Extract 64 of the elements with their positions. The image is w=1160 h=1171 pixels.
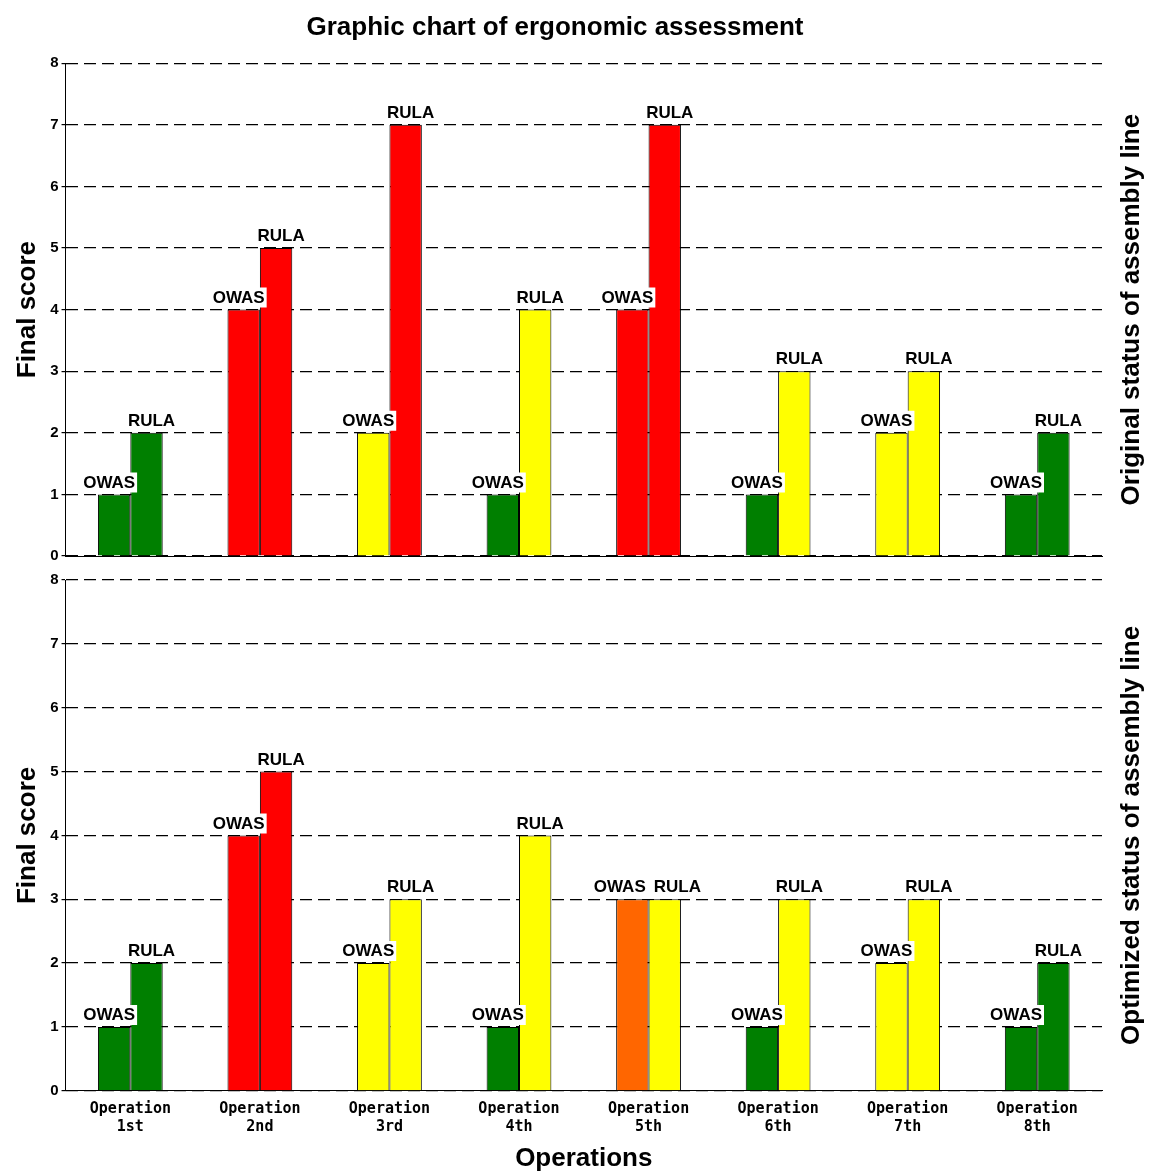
text: OWAS — [212, 813, 265, 833]
text: RULA — [516, 813, 564, 833]
text: OWAS — [730, 1005, 783, 1025]
text: RULA — [905, 877, 953, 897]
text: OWAS — [990, 472, 1042, 492]
text: RULA — [127, 410, 176, 430]
chart-title: Graphic chart of ergonomic assessment — [306, 10, 804, 41]
y-tick-label: 3 — [50, 361, 59, 379]
y-axis-title: Final score — [10, 240, 41, 379]
text: RULA — [1034, 941, 1083, 961]
y-tick-label: 1 — [50, 484, 59, 502]
x-tick-label: Operation 3rd — [348, 1098, 431, 1135]
text: RULA — [905, 349, 953, 369]
text: RULA — [387, 102, 435, 122]
text: OWAS — [860, 410, 913, 430]
text: OWAS — [860, 941, 913, 961]
text: RULA — [775, 877, 823, 897]
y-tick-label: 5 — [50, 238, 59, 256]
text: RULA — [127, 941, 176, 961]
series-label: OWAS — [593, 877, 646, 897]
y-tick-label: 8 — [50, 53, 59, 71]
text: OWAS — [990, 1005, 1042, 1025]
text: OWAS — [83, 472, 136, 492]
series-label: RULA — [516, 287, 564, 307]
y-tick-label: 8 — [50, 570, 59, 588]
x-tick-label: Operation 4th — [478, 1098, 560, 1135]
series-label: RULA — [653, 877, 701, 897]
text: RULA — [1034, 410, 1083, 430]
x-tick-label: Operation 5th — [607, 1098, 690, 1135]
y-tick-label: 6 — [50, 176, 59, 194]
text: RULA — [775, 349, 823, 369]
text: OWAS — [601, 287, 654, 307]
text: RULA — [257, 226, 305, 246]
y-tick-label: 5 — [50, 761, 59, 779]
y2-axis-title: Original status of assembly line — [1115, 113, 1146, 506]
text: OWAS — [342, 941, 395, 961]
text: OWAS — [83, 1005, 136, 1025]
y2-axis-title: Optimized status of assembly line — [1115, 625, 1146, 1045]
x-tick-label: Operation 2nd — [219, 1098, 301, 1135]
y-tick-label: 6 — [50, 697, 59, 715]
y-tick-label: 3 — [50, 889, 59, 907]
y-tick-label: 4 — [50, 825, 60, 843]
y-tick-label: 7 — [50, 114, 59, 132]
x-tick-label: Operation 7th — [867, 1098, 949, 1135]
y-tick-label: 2 — [50, 422, 59, 440]
text: OWAS — [342, 410, 395, 430]
y-tick-label: 0 — [50, 546, 59, 564]
x-tick-label: Operation 1st — [89, 1098, 171, 1135]
y-tick-label: 4 — [50, 299, 60, 317]
y-axis-title: Final score — [10, 766, 41, 905]
y-tick-label: 7 — [50, 633, 59, 651]
series-label: OWAS — [471, 472, 524, 492]
x-tick-label: Operation 8th — [996, 1098, 1078, 1135]
text: OWAS — [730, 472, 783, 492]
text: OWAS — [212, 287, 265, 307]
y-tick-label: 1 — [50, 1017, 59, 1035]
text: RULA — [257, 749, 305, 769]
y-tick-label: 2 — [50, 953, 59, 971]
text: RULA — [387, 877, 435, 897]
text: RULA — [646, 102, 694, 122]
y-tick-label: 0 — [50, 1080, 59, 1098]
x-axis-title: Operations — [515, 1141, 653, 1171]
x-tick-label: Operation 6th — [737, 1098, 819, 1135]
text: OWAS — [471, 1005, 524, 1025]
